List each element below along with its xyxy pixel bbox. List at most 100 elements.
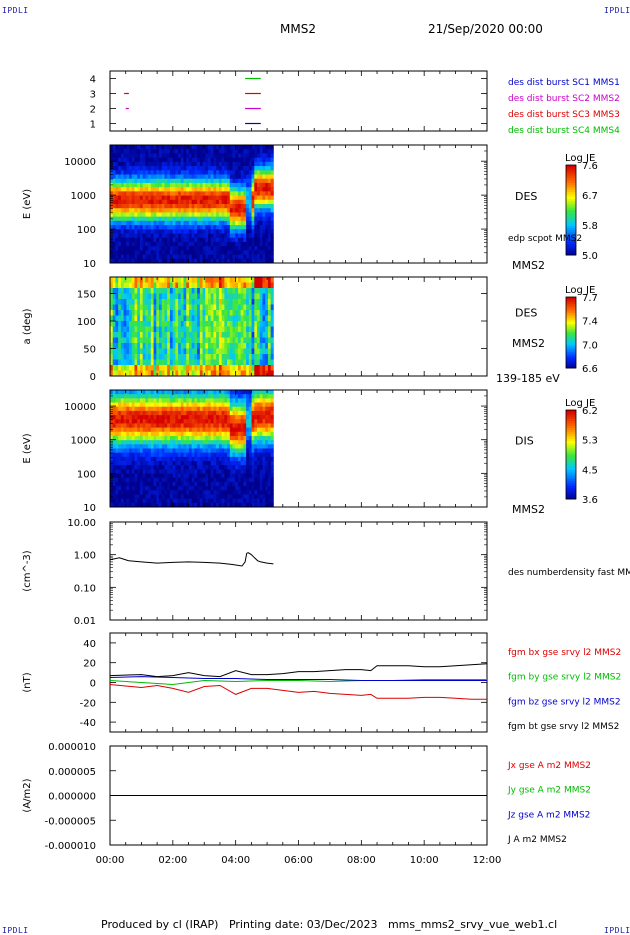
- dis_energy-cell: [181, 494, 184, 499]
- des_energy-cell: [186, 162, 189, 167]
- des_energy-cell: [238, 149, 241, 154]
- des_energy-cell: [200, 212, 203, 217]
- des_energy-cell: [203, 229, 206, 234]
- des_pitch-cell: [230, 360, 233, 366]
- des_energy-cell: [113, 162, 116, 167]
- des_pitch-cell: [189, 332, 192, 338]
- des_energy-cell: [145, 153, 148, 158]
- des_pitch-cell: [140, 299, 143, 305]
- des_pitch-cell: [115, 288, 118, 294]
- dis_energy-cell: [200, 465, 203, 470]
- dis_energy-cell: [219, 419, 222, 424]
- des_energy-cell: [249, 221, 252, 226]
- dis_energy-cell: [211, 444, 214, 449]
- des_pitch-cell: [170, 360, 173, 366]
- dis_energy-cell: [268, 494, 271, 499]
- dis_energy-cell: [233, 423, 236, 428]
- des_pitch-cell: [252, 283, 255, 289]
- des_pitch-cell: [156, 343, 159, 349]
- des_pitch-cell: [173, 349, 176, 355]
- des_pitch-cell: [233, 332, 236, 338]
- dis_energy-cell: [222, 494, 225, 499]
- des_energy-cell: [167, 238, 170, 243]
- dis_energy-cell: [170, 465, 173, 470]
- dis_energy-cell: [227, 490, 230, 495]
- des_pitch-cell: [140, 338, 143, 344]
- des_energy-cell: [115, 208, 118, 213]
- des_energy-cell: [238, 175, 241, 180]
- des_pitch-cell: [238, 365, 241, 371]
- dis_energy-cell: [268, 482, 271, 487]
- dis_energy-cell: [235, 428, 238, 433]
- des_energy-cell: [135, 187, 138, 192]
- dis_energy-cell: [181, 469, 184, 474]
- des_energy-cell: [257, 255, 260, 260]
- dis_energy-cell: [159, 428, 162, 433]
- des_energy-cell: [154, 212, 157, 217]
- des_energy-cell: [137, 217, 140, 222]
- des_energy-cell: [124, 170, 127, 175]
- des_energy-cell: [222, 255, 225, 260]
- des_pitch-cell: [186, 354, 189, 360]
- dis_energy-cell: [252, 482, 255, 487]
- des_energy-cell: [205, 242, 208, 247]
- dis_energy-cell: [230, 398, 233, 403]
- des_energy-cell: [205, 175, 208, 180]
- des_energy-cell: [132, 149, 135, 154]
- dis_energy-cell: [254, 440, 257, 445]
- dis_energy-cell: [129, 474, 132, 479]
- dis_energy-cell: [252, 440, 255, 445]
- des_energy-cell: [115, 217, 118, 222]
- des_energy-cell: [145, 242, 148, 247]
- des_pitch-cell: [197, 288, 200, 294]
- des_energy-cell: [170, 238, 173, 243]
- dis_energy-cell: [140, 490, 143, 495]
- des_energy-cell: [211, 162, 214, 167]
- des_pitch-cell: [224, 321, 227, 327]
- dis_energy-cell: [230, 449, 233, 454]
- des_pitch-cell: [260, 365, 263, 371]
- des_energy-cell: [238, 196, 241, 201]
- des_energy-cell: [203, 183, 206, 188]
- des_energy-cell: [249, 179, 252, 184]
- dis_energy-cell: [227, 465, 230, 470]
- des_energy-cell: [189, 221, 192, 226]
- des_energy-cell: [159, 200, 162, 205]
- des_pitch-cell: [140, 305, 143, 311]
- dis_energy-cell: [113, 478, 116, 483]
- des_energy-cell: [216, 191, 219, 196]
- dis_energy-cell: [148, 482, 151, 487]
- des_pitch-cell: [178, 299, 181, 305]
- des_energy-cell: [243, 175, 246, 180]
- des_energy-cell: [265, 208, 268, 213]
- dis_energy-cell: [252, 407, 255, 412]
- dis_energy-cell: [118, 482, 121, 487]
- des_pitch-cell: [145, 316, 148, 322]
- des_pitch-cell: [241, 327, 244, 333]
- dis_energy-cell: [243, 478, 246, 483]
- des_energy-cell: [213, 225, 216, 230]
- dis_energy-cell: [167, 432, 170, 437]
- des_energy-cell: [260, 158, 263, 163]
- dis_energy-cell: [211, 390, 214, 395]
- dis_energy-cell: [178, 499, 181, 504]
- des_energy-cell: [178, 204, 181, 209]
- dis_energy-cell: [135, 449, 138, 454]
- dis_energy-cell: [246, 453, 249, 458]
- dis_energy-cell: [235, 457, 238, 462]
- des_pitch-cell: [254, 316, 257, 322]
- des_pitch-cell: [203, 316, 206, 322]
- dis_energy-cell: [143, 403, 146, 408]
- des_energy-cell: [140, 166, 143, 171]
- des_energy-cell: [216, 149, 219, 154]
- des_pitch-cell: [257, 277, 260, 283]
- dis_energy-cell: [254, 423, 257, 428]
- dis_energy-cell: [246, 394, 249, 399]
- des_energy-cell: [124, 183, 127, 188]
- des_pitch-cell: [257, 365, 260, 371]
- des_pitch-cell: [246, 283, 249, 289]
- dis_energy-cell: [246, 403, 249, 408]
- dis_energy-cell: [219, 411, 222, 416]
- dis_energy-cell: [200, 444, 203, 449]
- des_energy-cell: [241, 158, 244, 163]
